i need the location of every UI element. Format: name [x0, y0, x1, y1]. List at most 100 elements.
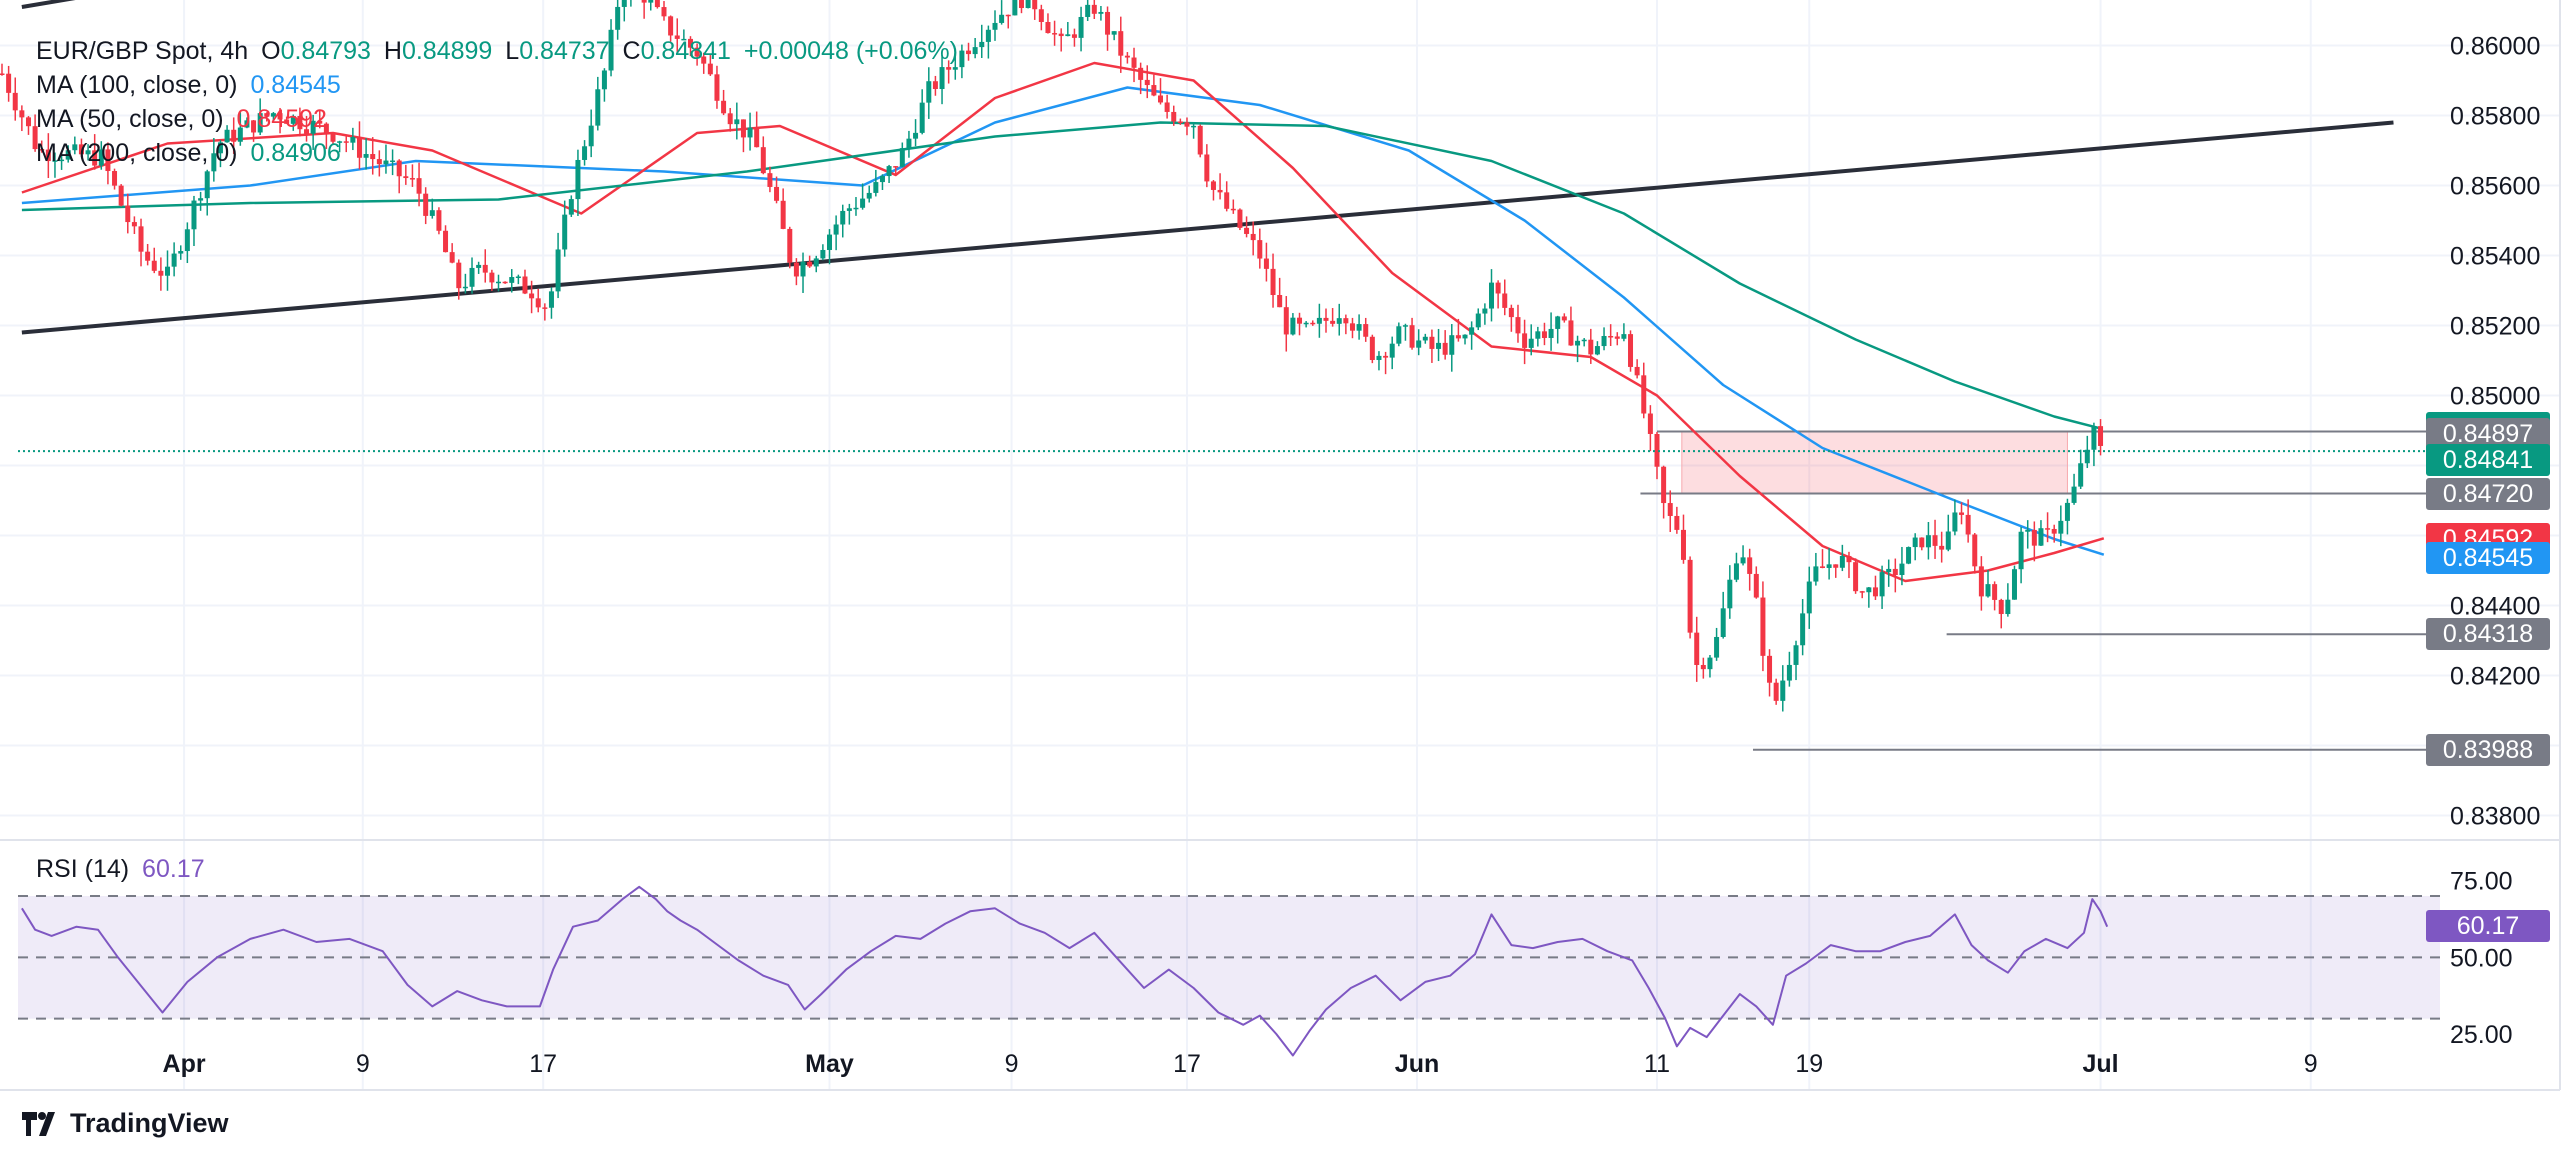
candle: [701, 52, 707, 74]
candle-body: [2091, 426, 2097, 450]
candle: [363, 138, 369, 170]
candle: [1932, 519, 1938, 559]
candle-body: [1230, 208, 1236, 211]
candle-body: [714, 74, 720, 101]
time-tick-label[interactable]: 9: [1005, 1050, 1019, 1078]
candle: [25, 116, 31, 135]
time-tick-label[interactable]: 11: [1644, 1050, 1670, 1078]
rsi-tick-label[interactable]: 25.00: [2450, 1021, 2513, 1049]
candle-body: [376, 159, 382, 165]
candle-body: [112, 171, 118, 186]
candle-body: [1522, 333, 1528, 348]
candle: [376, 150, 382, 177]
candle: [1608, 324, 1614, 346]
candle-body: [1581, 339, 1587, 342]
candle-body: [403, 176, 409, 179]
candle: [45, 133, 51, 179]
candle-body: [588, 125, 594, 147]
candle: [0, 63, 5, 76]
symbol-title[interactable]: EUR/GBP Spot, 4h: [36, 37, 249, 65]
candle-body: [972, 47, 978, 55]
candle: [529, 280, 535, 314]
candle-body: [383, 160, 389, 165]
candle: [674, 18, 680, 54]
candle-body: [1138, 67, 1144, 80]
price-tick-label[interactable]: 0.85000: [2450, 383, 2540, 411]
candle-body: [125, 205, 131, 223]
close-label: C: [622, 37, 641, 65]
candle-body: [1568, 320, 1574, 346]
candle-body: [926, 81, 932, 103]
time-tick-label[interactable]: Jul: [2082, 1050, 2118, 1078]
rsi-label[interactable]: RSI (14): [36, 855, 130, 883]
candle-body: [535, 298, 541, 308]
rsi-axis[interactable]: 75.00 50.00 25.00: [2450, 868, 2513, 1049]
candle: [813, 255, 819, 273]
time-tick-label[interactable]: Jun: [1395, 1050, 1439, 1078]
candle: [304, 115, 310, 142]
price-tick-label[interactable]: 0.85600: [2450, 173, 2540, 201]
candle-body: [59, 159, 65, 162]
rsi-14-line: [21, 885, 2109, 1057]
price-tick-label[interactable]: 0.83800: [2450, 803, 2540, 831]
candle-body: [1330, 320, 1336, 324]
candle-body: [1826, 564, 1832, 568]
candle: [1674, 506, 1680, 534]
candle-body: [1058, 33, 1064, 37]
candle: [2071, 473, 2077, 505]
candle-body: [423, 193, 429, 216]
candle-body: [522, 276, 528, 294]
ma100-legend[interactable]: MA (100, close, 0) 0.84545: [36, 68, 347, 102]
price-tick-label[interactable]: 0.84400: [2450, 593, 2540, 621]
candle-body: [1065, 34, 1071, 37]
price-tick-label[interactable]: 0.85800: [2450, 103, 2540, 131]
candle-body: [760, 147, 766, 174]
candle-body: [939, 67, 945, 89]
candle-body: [138, 226, 144, 252]
ma100-label[interactable]: MA (100, close, 0): [36, 71, 238, 99]
candle-body: [1786, 664, 1792, 681]
rsi-legend[interactable]: RSI (14) 60.17: [36, 852, 211, 886]
ma50-legend[interactable]: MA (50, close, 0) 0.84592: [36, 102, 333, 136]
ma200-label[interactable]: MA (200, close, 0): [36, 139, 238, 167]
price-tick-label[interactable]: 0.85200: [2450, 313, 2540, 341]
candle: [1489, 269, 1494, 322]
candle-body: [2071, 486, 2077, 503]
time-tick-label[interactable]: Apr: [163, 1050, 206, 1078]
candle: [1541, 322, 1547, 346]
symbol-legend[interactable]: EUR/GBP Spot, 4h O0.84793 H0.84899 L0.84…: [36, 34, 964, 68]
price-tick-label[interactable]: 0.86000: [2450, 33, 2540, 61]
candle: [840, 204, 846, 238]
candle: [19, 105, 25, 132]
time-tick-label[interactable]: 9: [2304, 1050, 2318, 1078]
ma200-legend[interactable]: MA (200, close, 0) 0.84906: [36, 136, 347, 170]
candle-body: [343, 141, 349, 143]
time-tick-label[interactable]: May: [805, 1050, 854, 1078]
candle: [1091, 0, 1097, 19]
candle-body: [1707, 657, 1713, 670]
candle-body: [1250, 233, 1256, 241]
candle: [966, 42, 972, 61]
candle-body: [582, 146, 588, 160]
tradingview-logo[interactable]: TradingView: [22, 1108, 229, 1139]
close-value: 0.84841: [640, 37, 731, 65]
time-tick-label[interactable]: 19: [1795, 1050, 1823, 1078]
time-tick-label[interactable]: 9: [356, 1050, 370, 1078]
rsi-tick-label[interactable]: 50.00: [2450, 944, 2513, 972]
ma50-label[interactable]: MA (50, close, 0): [36, 105, 224, 133]
candle: [615, 0, 621, 40]
rsi-tick-label[interactable]: 75.00: [2450, 868, 2513, 896]
time-axis[interactable]: Apr 9 17 May 9 17 Jun 11 19 Jul 9: [163, 1050, 2318, 1078]
price-tick-label[interactable]: 0.85400: [2450, 243, 2540, 271]
candle-body: [1124, 55, 1130, 58]
candle-body: [701, 56, 707, 64]
candle-body: [1733, 563, 1739, 580]
candle-body: [1197, 125, 1203, 155]
candle-body: [1647, 413, 1653, 434]
price-tick-label[interactable]: 0.84200: [2450, 663, 2540, 691]
candle-body: [270, 113, 276, 117]
candle-body: [1396, 326, 1402, 344]
candle-body: [568, 199, 574, 215]
time-tick-label[interactable]: 17: [1173, 1050, 1201, 1078]
time-tick-label[interactable]: 17: [529, 1050, 557, 1078]
